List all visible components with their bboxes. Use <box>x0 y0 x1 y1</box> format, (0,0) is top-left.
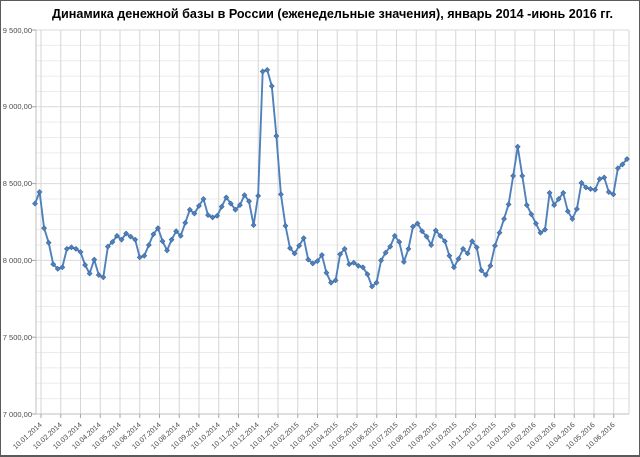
y-tick-label: 8 500,00 <box>2 179 32 189</box>
y-tick-label: 9 000,00 <box>2 102 32 112</box>
chart-title: Динамика денежной базы в России (еженеде… <box>52 7 613 21</box>
data-series-line <box>34 68 628 288</box>
y-tick-label: 9 500,00 <box>2 25 32 35</box>
y-tick-label: 8 000,00 <box>2 255 32 265</box>
y-tick-label: 7 000,00 <box>2 409 32 419</box>
y-tick-label: 7 500,00 <box>2 332 32 342</box>
data-series-markers <box>32 67 630 290</box>
